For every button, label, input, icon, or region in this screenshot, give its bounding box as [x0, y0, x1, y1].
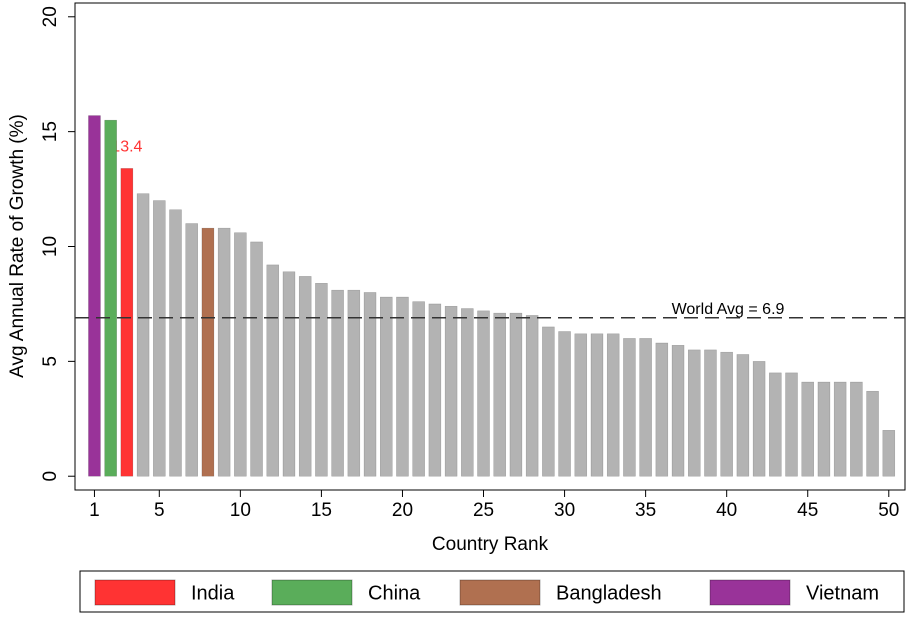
bar	[282, 271, 296, 477]
bar	[801, 381, 814, 477]
bar	[153, 200, 166, 477]
legend-swatch	[94, 579, 176, 606]
bar	[493, 312, 506, 477]
bar	[315, 283, 328, 477]
bar	[688, 349, 701, 477]
bar	[850, 381, 863, 477]
legend-swatch	[459, 579, 541, 606]
bar	[250, 241, 263, 477]
legend-swatch	[709, 579, 791, 606]
x-tick-label: 5	[154, 500, 165, 521]
x-tick-label: 15	[311, 500, 332, 521]
data-label: 13.4	[111, 139, 142, 156]
bar	[574, 333, 588, 477]
x-tick-label: 35	[635, 500, 656, 521]
bar	[461, 308, 474, 477]
bar	[671, 345, 685, 477]
bar	[444, 305, 458, 477]
bar	[234, 232, 247, 477]
x-tick-label: 25	[473, 500, 494, 521]
bar	[380, 296, 393, 477]
legend-label: Vietnam	[806, 582, 879, 604]
bar	[606, 333, 620, 477]
bar	[185, 223, 198, 477]
x-tick-label: 45	[797, 500, 818, 521]
x-tick-label: 1	[89, 500, 100, 521]
x-tick-label: 40	[716, 500, 737, 521]
bar	[347, 289, 361, 477]
bar	[623, 338, 636, 477]
legend-label: China	[368, 582, 421, 604]
bar	[120, 168, 134, 477]
bar	[331, 289, 344, 477]
y-tick-label: 20	[40, 6, 61, 27]
y-tick-label: 15	[40, 121, 61, 142]
bar	[736, 354, 750, 477]
bar	[542, 326, 555, 477]
bar	[720, 351, 733, 477]
bar	[752, 361, 766, 477]
bar	[509, 312, 523, 477]
y-tick-label: 5	[40, 356, 61, 367]
bar	[769, 372, 782, 477]
legend-swatch	[271, 579, 353, 606]
bar	[169, 209, 182, 477]
x-tick-label: 50	[878, 500, 899, 521]
bar	[639, 338, 652, 477]
bar	[266, 264, 280, 477]
bar	[817, 381, 831, 477]
bar	[590, 333, 604, 477]
bar	[785, 372, 798, 477]
y-tick-label: 0	[40, 471, 61, 482]
bar	[477, 310, 490, 477]
x-tick-label: 10	[230, 500, 251, 521]
bar	[298, 276, 312, 477]
y-tick-label: 10	[40, 236, 61, 257]
bar	[428, 303, 442, 477]
bar	[882, 430, 896, 477]
bar	[704, 349, 717, 477]
legend-label: India	[191, 582, 235, 604]
x-tick-label: 30	[554, 500, 575, 521]
bar	[136, 193, 150, 477]
bar	[525, 315, 539, 477]
bar	[833, 381, 847, 477]
bar	[412, 301, 425, 477]
bar	[396, 296, 409, 477]
legend-label: Bangladesh	[556, 582, 662, 604]
bar	[363, 292, 377, 477]
bar	[88, 115, 101, 477]
reference-label: World Avg = 6.9	[672, 301, 785, 318]
bar	[866, 390, 879, 477]
bar	[217, 227, 231, 477]
bar	[558, 331, 571, 477]
x-axis-title: Country Rank	[432, 534, 549, 555]
bar	[201, 227, 215, 477]
x-tick-label: 20	[392, 500, 413, 521]
bar	[655, 342, 669, 477]
y-axis-title: Avg Annual Rate of Growth (%)	[7, 114, 28, 378]
bar	[104, 119, 117, 477]
